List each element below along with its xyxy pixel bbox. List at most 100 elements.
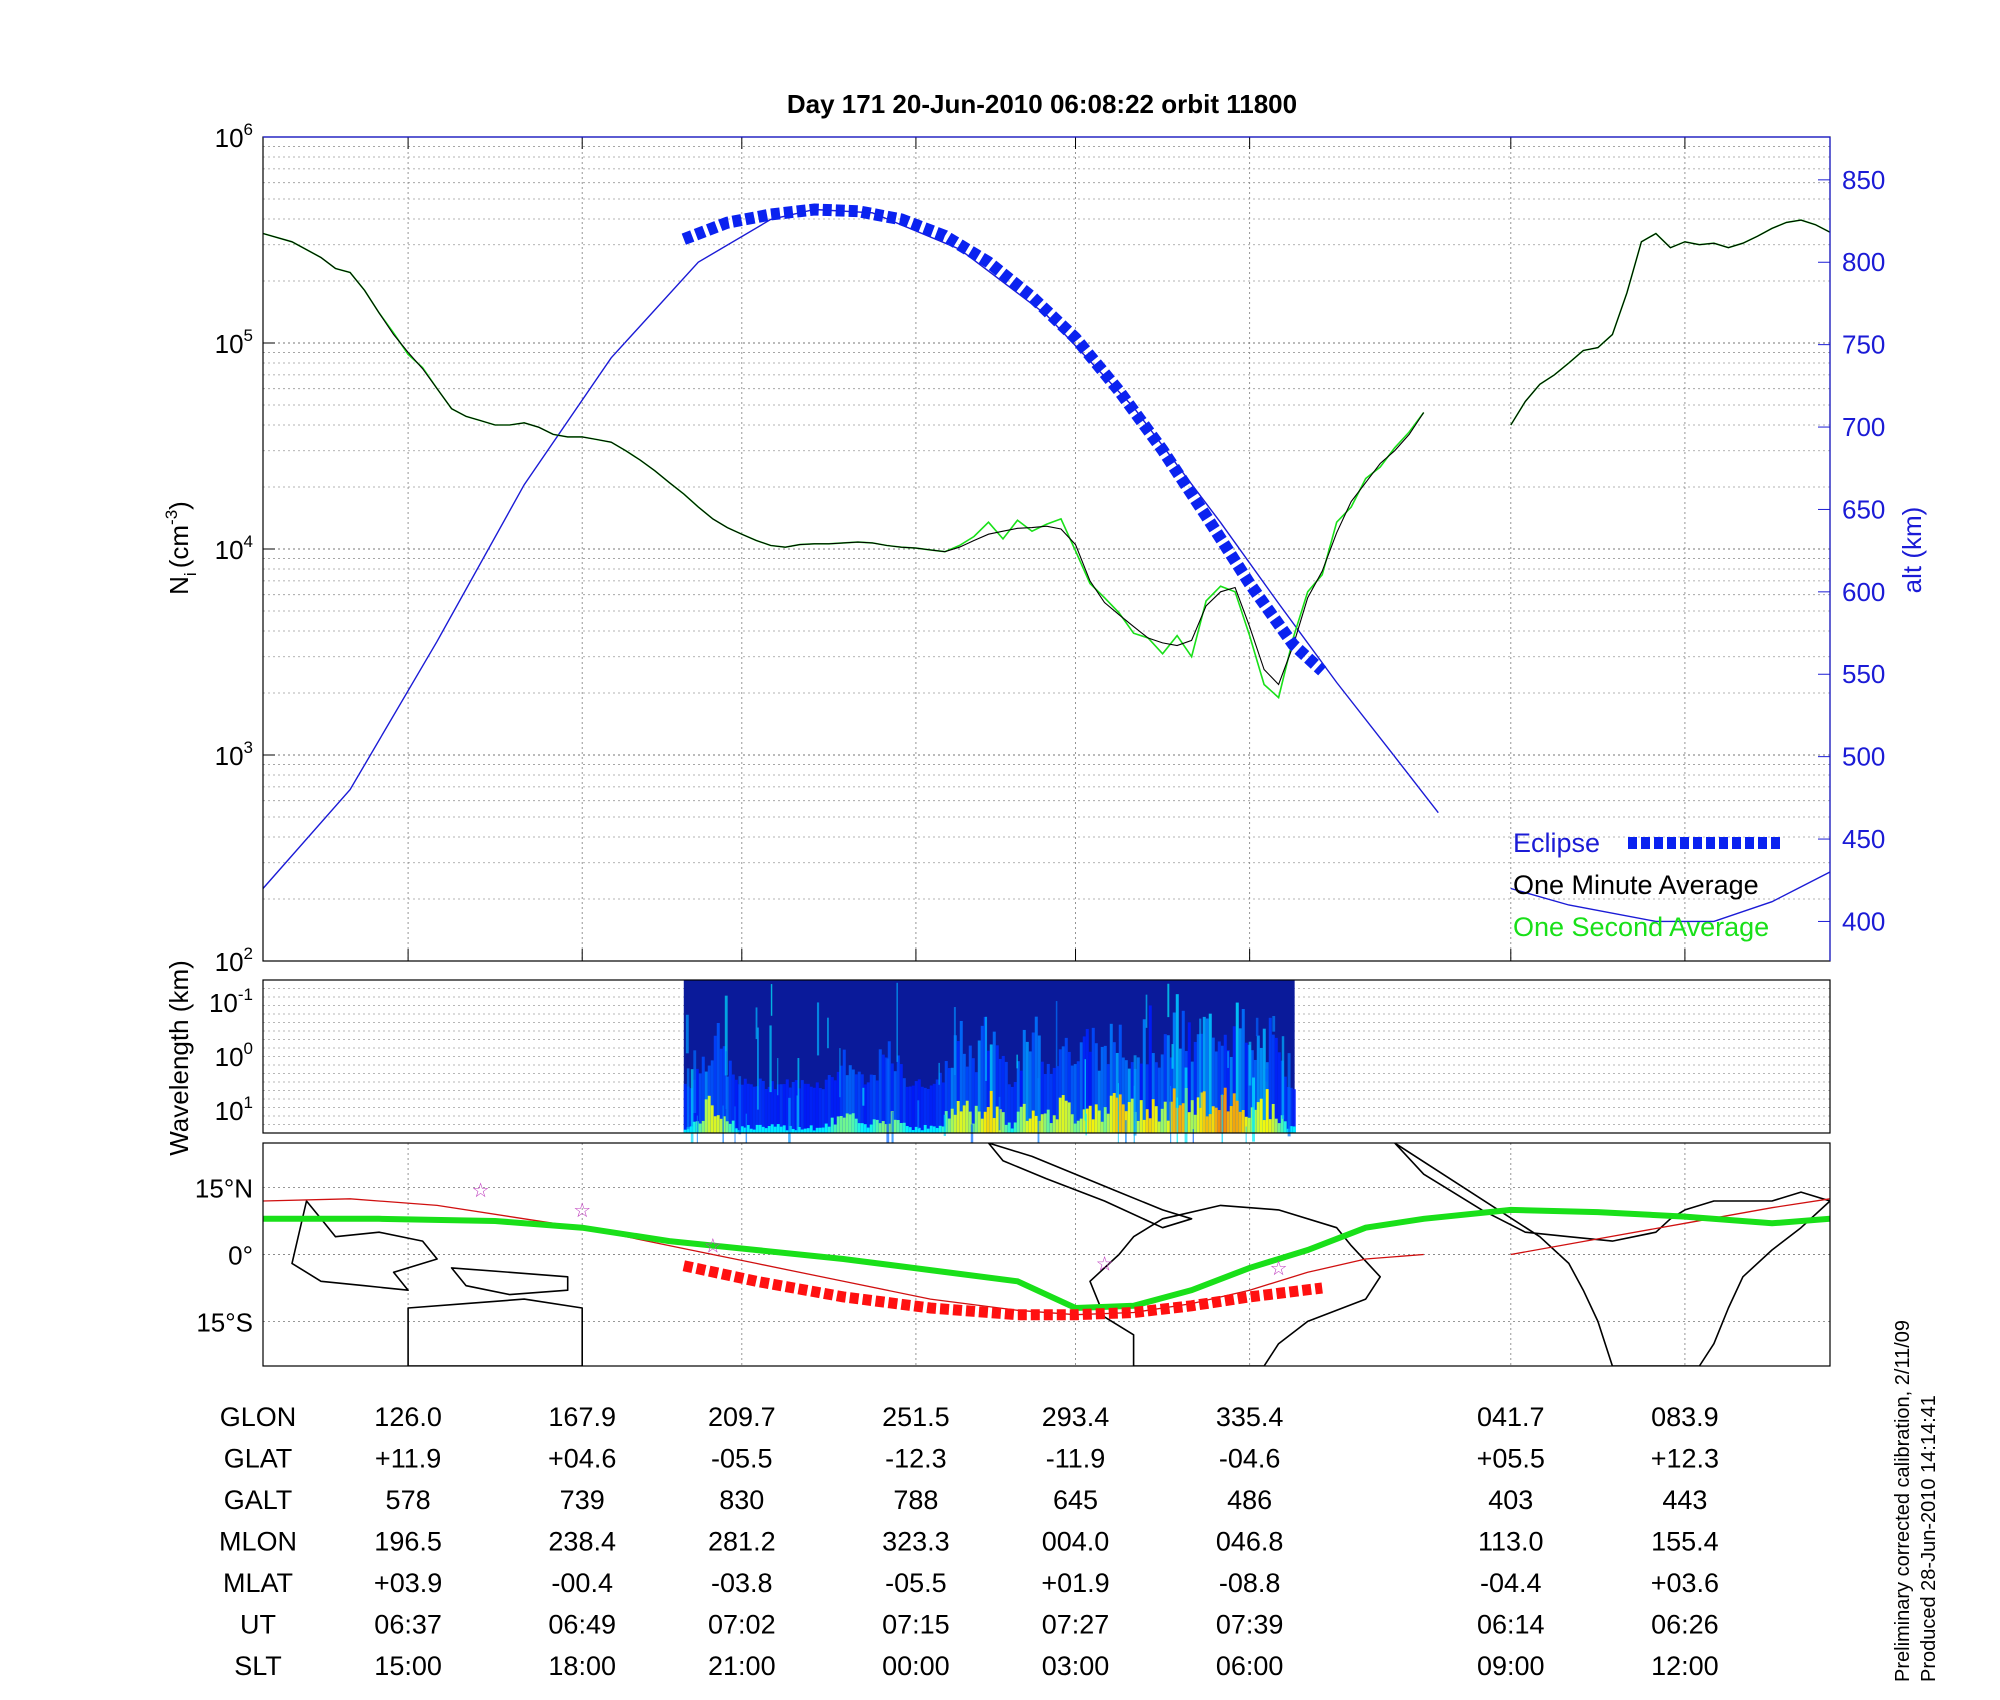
spectrogram-streak: [1287, 1053, 1291, 1137]
spectrogram-streak: [1031, 1110, 1035, 1133]
spectrogram-streak: [1166, 1120, 1170, 1133]
spectrogram-streak: [899, 1122, 903, 1133]
star-marker: ☆: [1096, 1253, 1114, 1275]
spectrogram-streak: [1070, 1065, 1074, 1133]
spectrogram-streak: [1073, 1123, 1077, 1133]
spectrogram-streak: [905, 1086, 909, 1133]
table-cell: 155.4: [1651, 1527, 1719, 1557]
spectrogram-streak: [1013, 1122, 1017, 1133]
spectrogram-streak: [830, 1117, 834, 1133]
spectrogram-streak: [1241, 1009, 1245, 1133]
table-cell: 06:49: [548, 1610, 616, 1640]
spectrogram-streak: [851, 1069, 855, 1133]
spectrogram-streak: [731, 1074, 735, 1133]
spectrogram-streak: [989, 1090, 993, 1133]
spectrogram-streak: [1169, 1101, 1173, 1133]
spectrogram-streak: [845, 1113, 849, 1133]
spectrogram-streak: [998, 1058, 1002, 1133]
spectrogram-streak: [926, 1128, 930, 1133]
alt-tick-label: 700: [1842, 412, 1885, 442]
spectrogram-streak: [698, 1073, 702, 1133]
spectrogram-streak: [788, 1097, 791, 1164]
spectrogram-streak: [1025, 1120, 1029, 1133]
continent-outline: [291, 1200, 438, 1291]
spectrogram-streak: [887, 1041, 891, 1133]
table-cell: -03.8: [711, 1568, 773, 1598]
spectrogram-streak: [1091, 1027, 1095, 1133]
spectrogram-streak: [707, 1095, 711, 1133]
spectrogram-streak: [1154, 1062, 1158, 1133]
spectrogram-streak: [812, 1130, 816, 1133]
density-series: [262, 203, 1831, 923]
spectrogram-streak: [1166, 1035, 1170, 1133]
star-marker: ☆: [704, 1236, 722, 1258]
spectrogram-streak: [740, 1126, 744, 1133]
spectrogram-streak: [1247, 1044, 1251, 1133]
spectrogram-streak: [1117, 1083, 1119, 1164]
spectrogram-streak: [734, 1079, 738, 1133]
spectrogram-streak: [1001, 1055, 1005, 1133]
spectrogram-streak: [836, 1116, 840, 1133]
spectrogram-grid: [263, 988, 1830, 1125]
spectrogram-streak: [1049, 1073, 1053, 1133]
spectrogram-streak: [794, 1130, 798, 1133]
spectrogram-streak: [1248, 1041, 1252, 1086]
spectrogram-streak: [914, 1081, 918, 1133]
spectrogram-streak: [827, 1017, 829, 1049]
spectrogram-streak: [731, 1120, 735, 1133]
spectrogram-streak: [944, 1111, 948, 1133]
spectrogram-streak: [1289, 1126, 1293, 1133]
magnetic-equator: [263, 1206, 1830, 1312]
spectrogram-streak: [884, 1124, 888, 1133]
spectrogram-streak: [917, 1079, 921, 1133]
spectrogram-streak: [950, 1067, 954, 1133]
spectrogram-streak: [761, 1081, 765, 1133]
spectrogram-streak: [1109, 1023, 1113, 1133]
spectrogram-streak: [1205, 1116, 1209, 1133]
spectrogram-streak: [725, 1051, 727, 1110]
spectrogram-streak: [974, 1072, 978, 1133]
spectrogram-streak: [764, 1128, 768, 1133]
spectrogram-streak: [1043, 1073, 1047, 1133]
spectrogram-streak: [1013, 1082, 1017, 1133]
table-cell: 00:00: [882, 1651, 950, 1681]
density-x-ticks: [407, 137, 1686, 961]
spectrogram-streak: [685, 1014, 689, 1054]
spectrogram-streak: [1100, 1046, 1104, 1133]
spectrogram-streak: [1172, 1088, 1176, 1133]
map-y-ticks: 15°N 0° 15°S: [195, 1174, 253, 1338]
spectrogram-streak: [947, 1068, 951, 1133]
spectrogram-streak: [1176, 1097, 1179, 1149]
spectrogram-streak: [956, 1041, 960, 1133]
spectrogram-ylabel: Wavelength (km): [164, 960, 194, 1156]
spectrogram-streak: [1010, 1128, 1014, 1133]
spectrogram-streak: [1268, 1017, 1272, 1133]
spectrogram-streak: [1157, 1067, 1161, 1133]
spectrogram-streak: [1061, 1095, 1065, 1133]
spectrogram-streak: [878, 1123, 882, 1133]
spectrogram-streak: [1208, 1114, 1212, 1133]
spectrogram-streak: [782, 1125, 786, 1133]
spectrogram-streak: [719, 1118, 723, 1133]
spectrogram-streak: [956, 1100, 960, 1133]
spectrogram-streak: [710, 1105, 714, 1133]
spectrogram-streak: [851, 1113, 855, 1133]
spectrogram-streak: [773, 1089, 777, 1133]
spectrogram-streak: [1170, 1085, 1172, 1155]
spectrogram-streak: [1097, 1110, 1101, 1133]
spectrogram-streak: [932, 1126, 936, 1133]
spectrogram-streak: [722, 1046, 726, 1133]
spectrogram-streak: [1139, 1100, 1143, 1133]
spectrogram-streak: [1277, 1052, 1281, 1133]
spectrogram-streak: [1007, 1084, 1011, 1133]
spectrogram-streak: [1187, 1112, 1191, 1133]
spectrogram-streak: [1040, 1114, 1044, 1133]
spectrogram-streak: [1190, 1061, 1194, 1133]
spectrogram-streak: [833, 1080, 837, 1133]
density-grid: [263, 137, 1830, 961]
spectrogram-streak: [911, 1130, 915, 1133]
spectrogram-streak: [1148, 1005, 1152, 1133]
spectrogram-streak: [1172, 1012, 1176, 1133]
spectrogram-streak: [701, 1056, 705, 1133]
table-cell: -05.5: [711, 1444, 773, 1474]
